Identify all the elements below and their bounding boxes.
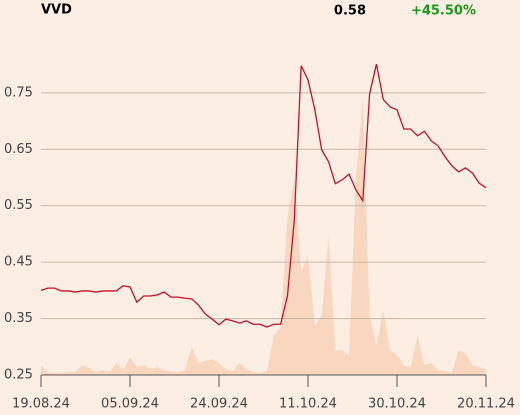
volume-area <box>41 98 486 375</box>
y-tick-label: 0.65 <box>4 142 33 157</box>
y-tick-label: 0.25 <box>4 368 33 383</box>
x-tick-label: 30.10.24 <box>368 397 426 412</box>
chart-title: VVD <box>41 3 72 18</box>
y-tick-label: 0.35 <box>4 311 33 326</box>
price: 0.58 <box>334 4 366 19</box>
x-tick-label: 05.09.24 <box>101 397 159 412</box>
x-tick-label: 11.10.24 <box>279 397 337 412</box>
x-tick-label: 20.11.24 <box>457 397 515 412</box>
x-tick-label: 19.08.24 <box>12 397 70 412</box>
change: +45.50% <box>411 4 476 19</box>
y-tick-label: 0.45 <box>4 255 33 270</box>
y-tick-label: 0.75 <box>4 85 33 100</box>
x-tick-label: 24.09.24 <box>190 397 248 412</box>
price-line <box>40 63 487 328</box>
y-tick-label: 0.55 <box>4 198 33 213</box>
